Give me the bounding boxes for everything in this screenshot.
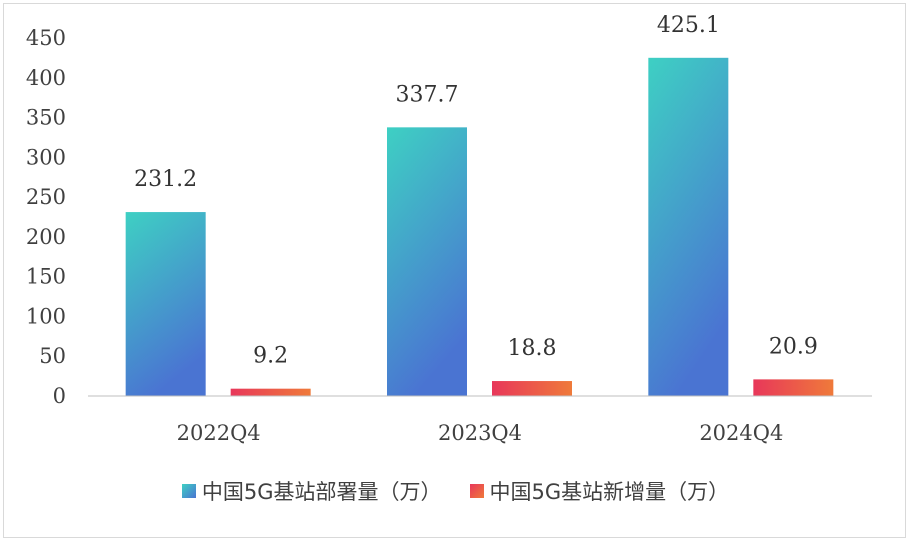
x-tick-label: 2022Q4: [177, 421, 261, 445]
y-axis: 0 50 100 150 200 250 300 350 400 450: [26, 26, 66, 408]
y-tick-label: 0: [53, 384, 66, 408]
y-tick-label: 350: [26, 106, 66, 130]
x-tick-label: 2023Q4: [438, 421, 522, 445]
legend-label-deployment: 中国5G基站部署量（万）: [201, 480, 442, 504]
legend-swatch-deployment: [181, 484, 196, 498]
y-tick-label: 300: [26, 145, 66, 169]
bar-deployment: [125, 212, 206, 396]
data-label: 425.1: [657, 13, 720, 38]
y-tick-label: 100: [26, 304, 66, 328]
bar-deployment: [387, 127, 467, 397]
data-label: 9.2: [253, 344, 288, 369]
bar-new: [753, 379, 834, 396]
data-label: 337.7: [396, 82, 459, 107]
data-label: 18.8: [508, 336, 557, 361]
legend-swatch-new: [469, 484, 484, 498]
x-axis: 2022Q4 2023Q4 2024Q4: [177, 421, 784, 445]
bars: 231.2 9.2 337.7 18.8 425.1 20.9: [125, 13, 834, 397]
legend-label-new: 中国5G基站新增量（万）: [489, 480, 730, 504]
y-tick-label: 50: [39, 344, 66, 368]
legend-item-deployment: 中国5G基站部署量（万）: [181, 476, 442, 506]
y-tick-label: 200: [26, 225, 66, 249]
x-tick-label: 2024Q4: [699, 421, 783, 445]
y-tick-label: 450: [26, 26, 66, 50]
y-tick-label: 250: [26, 185, 66, 209]
y-tick-label: 400: [26, 66, 66, 90]
legend-item-new: 中国5G基站新增量（万）: [469, 476, 730, 506]
data-label: 231.2: [134, 167, 197, 192]
bar-new: [230, 388, 311, 396]
data-label: 20.9: [769, 334, 818, 359]
y-tick-label: 150: [26, 265, 66, 289]
bar-deployment: [648, 57, 729, 397]
bar-new: [492, 381, 572, 396]
legend: 中国5G基站部署量（万） 中国5G基站新增量（万）: [0, 476, 911, 506]
